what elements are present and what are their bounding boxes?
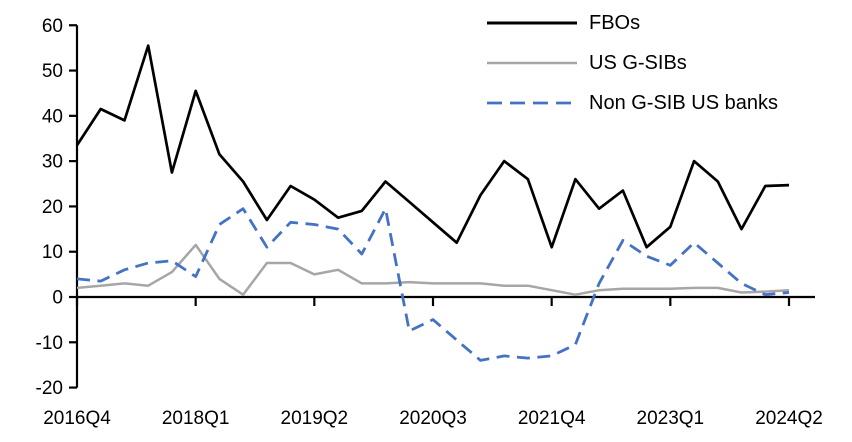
non-gsib-us-banks-line-icon: [487, 101, 577, 105]
legend-label-non-gsib-us-banks: Non G-SIB US banks: [589, 91, 778, 114]
y-tick-label: 0: [52, 288, 63, 309]
x-tick-label: 2016Q4: [43, 408, 111, 429]
x-tick-label: 2020Q3: [399, 408, 467, 429]
legend-label-fbos: FBOs: [589, 11, 641, 34]
y-tick-label: -10: [36, 333, 63, 354]
y-tick-label: 20: [42, 197, 63, 218]
y-tick-label: 30: [42, 152, 63, 173]
y-tick-label: 40: [42, 106, 63, 127]
y-tick-label: 60: [42, 16, 63, 37]
legend-label-us-gsibs: US G-SIBs: [589, 51, 687, 74]
y-tick-label: -20: [36, 378, 63, 399]
x-tick-label: 2019Q2: [281, 408, 349, 429]
chart-legend: FBOs US G-SIBs Non G-SIB US banks: [487, 3, 778, 123]
x-tick-label: 2024Q2: [755, 408, 823, 429]
legend-entry-non-gsib-us-banks: Non G-SIB US banks: [487, 83, 778, 123]
y-tick-label: 10: [42, 242, 63, 263]
x-tick-label: 2023Q1: [637, 408, 705, 429]
fbos-line-icon: [487, 21, 577, 25]
series-line-us-g-sibs: [76, 243, 790, 296]
legend-entry-fbos: FBOs: [487, 3, 778, 43]
legend-entry-us-gsibs: US G-SIBs: [487, 43, 778, 83]
us-gsibs-line-icon: [487, 61, 577, 65]
x-tick-label: 2018Q1: [162, 408, 230, 429]
series-line-fbos: [75, 44, 790, 249]
y-tick-label: 50: [42, 61, 63, 82]
x-tick-label: 2021Q4: [518, 408, 586, 429]
series-line-non-g-sib-us-banks: [76, 207, 790, 362]
